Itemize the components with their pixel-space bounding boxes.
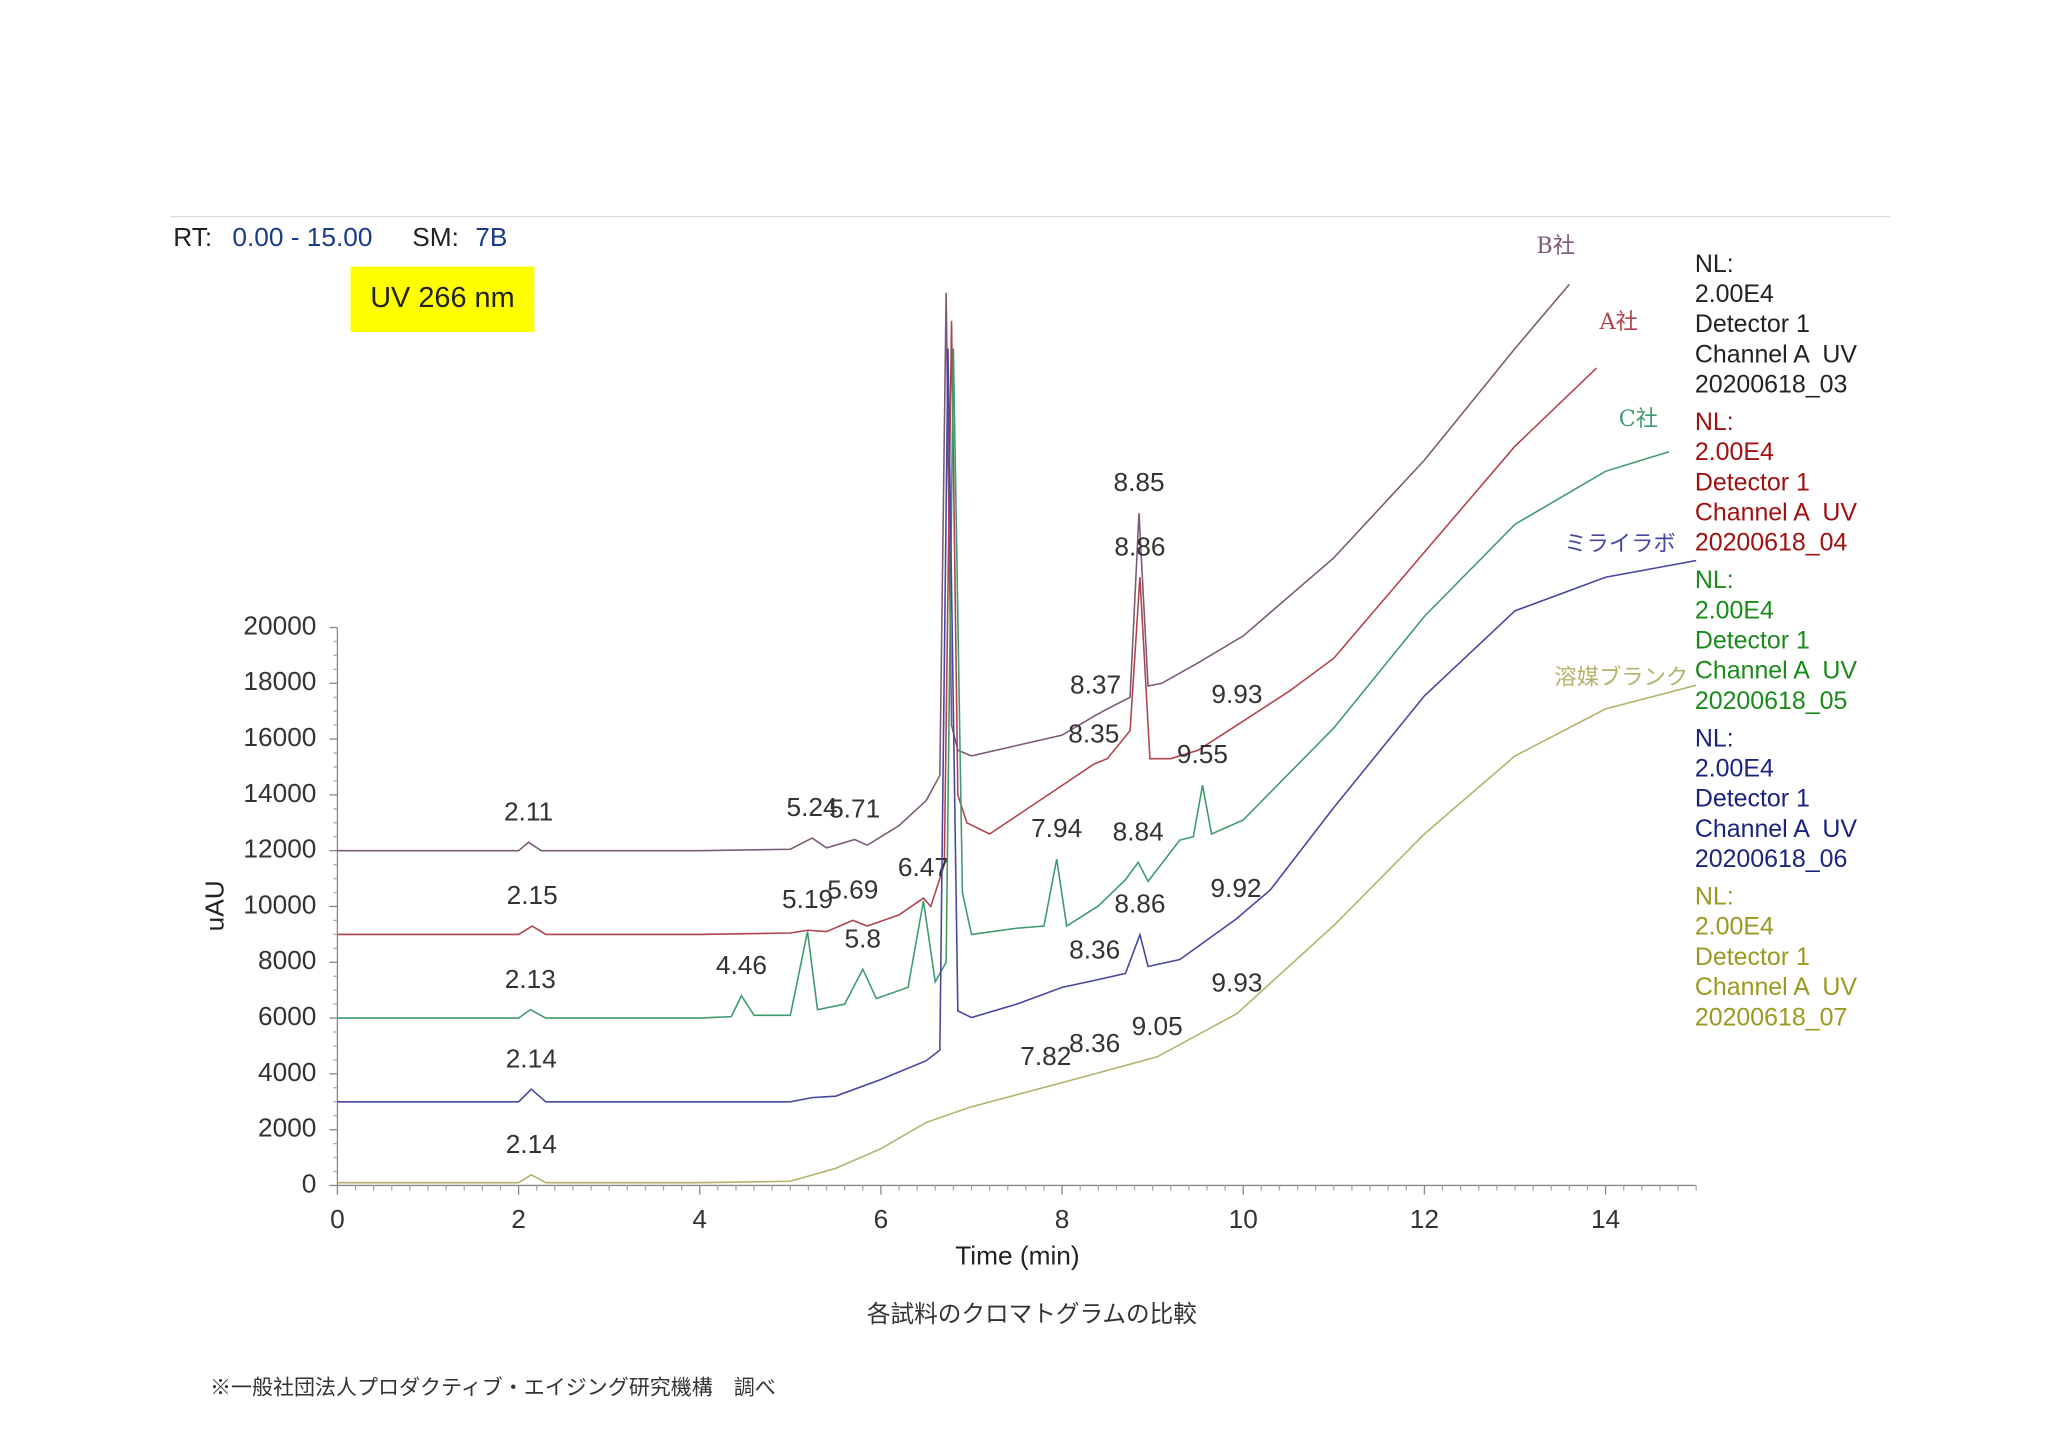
legend-text: Detector 1 (1695, 310, 1810, 338)
y-tick-label: 4000 (258, 1057, 316, 1087)
peak-label: 6.47 (898, 852, 949, 882)
peak-label: 5.8 (845, 923, 882, 953)
y-tick-label: 18000 (243, 666, 316, 696)
legend-text: NL: (1695, 724, 1734, 752)
legend-text: 20200618_07 (1695, 1003, 1848, 1031)
sm-label: SM: (412, 222, 459, 252)
legend-text: Channel A UV (1695, 973, 1858, 1001)
x-tick-label: 12 (1410, 1204, 1439, 1234)
legend-text: 20200618_06 (1695, 845, 1848, 873)
peak-label: 8.86 (1114, 889, 1165, 919)
legend-text: NL: (1695, 250, 1734, 278)
y-tick-label: 6000 (258, 1001, 316, 1031)
trace (337, 684, 1697, 1184)
peak-label: 5.69 (827, 874, 878, 904)
trace (337, 348, 1697, 1103)
peak-label: 5.24 (787, 792, 838, 822)
series-name: A社 (1598, 309, 1637, 335)
legend-text: NL: (1695, 566, 1734, 594)
legend-text: 2.00E4 (1695, 596, 1774, 624)
y-tick-label: 8000 (258, 945, 316, 975)
peak-label: 9.92 (1210, 873, 1261, 903)
legend-text: NL: (1695, 883, 1734, 911)
footnote: ※一般社団法人プロダクティブ・エイジング研究機構 調べ (210, 1375, 776, 1399)
y-tick-label: 20000 (243, 610, 316, 640)
badge: UV 266 nm (370, 282, 514, 314)
x-tick-label: 10 (1229, 1204, 1258, 1234)
trace (337, 283, 1570, 852)
badge-box (350, 266, 535, 333)
legend-text: 2.00E4 (1695, 280, 1774, 308)
x-axis-label: Time (min) (955, 1241, 1079, 1271)
y-axis-label: uAU (200, 880, 230, 931)
y-tick-label: 16000 (243, 722, 316, 752)
legend-text: Detector 1 (1695, 627, 1810, 655)
caption: 各試料のクロマトグラムの比較 (867, 1300, 1197, 1328)
sm-value: 7B (475, 222, 507, 252)
peak-label: 8.36 (1069, 1028, 1120, 1058)
peak-label: 2.15 (507, 880, 558, 910)
rt-range: 0.00 - 15.00 (232, 222, 372, 252)
legend-text: 20200618_04 (1695, 529, 1848, 557)
peak-label: 8.37 (1070, 669, 1121, 699)
legend-text: 2.00E4 (1695, 438, 1774, 466)
peak-label: 5.71 (829, 794, 880, 824)
peak-label: 2.11 (504, 796, 553, 826)
x-tick-label: 14 (1591, 1204, 1620, 1234)
legend-text: 20200618_05 (1695, 687, 1848, 715)
trace (337, 320, 1598, 936)
trace (337, 348, 1670, 1019)
x-tick-label: 6 (874, 1204, 889, 1234)
peak-label: 2.14 (506, 1043, 557, 1073)
peak-label: 7.82 (1020, 1041, 1071, 1071)
peak-label: 8.35 (1068, 718, 1119, 748)
legend-text: Channel A UV (1695, 499, 1858, 527)
legend-text: Detector 1 (1695, 785, 1810, 813)
peak-label: 9.05 (1132, 1011, 1183, 1041)
peak-label: 8.85 (1114, 467, 1165, 497)
peak-label: 9.93 (1211, 968, 1262, 998)
peak-label: 9.55 (1177, 739, 1228, 769)
peak-label: 8.36 (1069, 934, 1120, 964)
legend-text: Channel A UV (1695, 657, 1858, 685)
peak-label: 9.93 (1211, 679, 1262, 709)
legend-text: 20200618_03 (1695, 371, 1848, 399)
y-tick-label: 10000 (243, 889, 316, 919)
legend-text: 2.00E4 (1695, 913, 1774, 941)
peak-label: 4.46 (716, 950, 767, 980)
series-name: C社 (1619, 406, 1658, 432)
y-tick-label: 14000 (243, 778, 316, 808)
legend-text: 2.00E4 (1695, 755, 1774, 783)
x-tick-label: 2 (511, 1204, 526, 1234)
series-name: B社 (1536, 233, 1575, 259)
y-tick-label: 2000 (258, 1113, 316, 1143)
legend-text: Detector 1 (1695, 943, 1810, 971)
peak-label: 7.94 (1031, 813, 1082, 843)
x-tick-label: 0 (330, 1204, 345, 1234)
legend-text: Detector 1 (1695, 468, 1810, 496)
peak-label: 2.14 (506, 1129, 557, 1159)
peak-label: 8.86 (1114, 531, 1165, 561)
legend-text: Channel A UV (1695, 815, 1858, 843)
x-tick-label: 8 (1055, 1204, 1070, 1234)
peak-label: 2.13 (505, 964, 556, 994)
legend-text: NL: (1695, 408, 1734, 436)
x-tick-label: 4 (692, 1204, 707, 1234)
y-tick-label: 12000 (243, 834, 316, 864)
y-tick-label: 0 (302, 1168, 317, 1198)
peak-label: 8.84 (1113, 816, 1164, 846)
series-name: 溶媒ブランク (1554, 665, 1688, 691)
series-name: ミライラボ (1564, 531, 1676, 557)
legend-text: Channel A UV (1695, 340, 1858, 368)
rt-label: RT: (173, 222, 212, 252)
peak-label: 5.19 (782, 884, 833, 914)
